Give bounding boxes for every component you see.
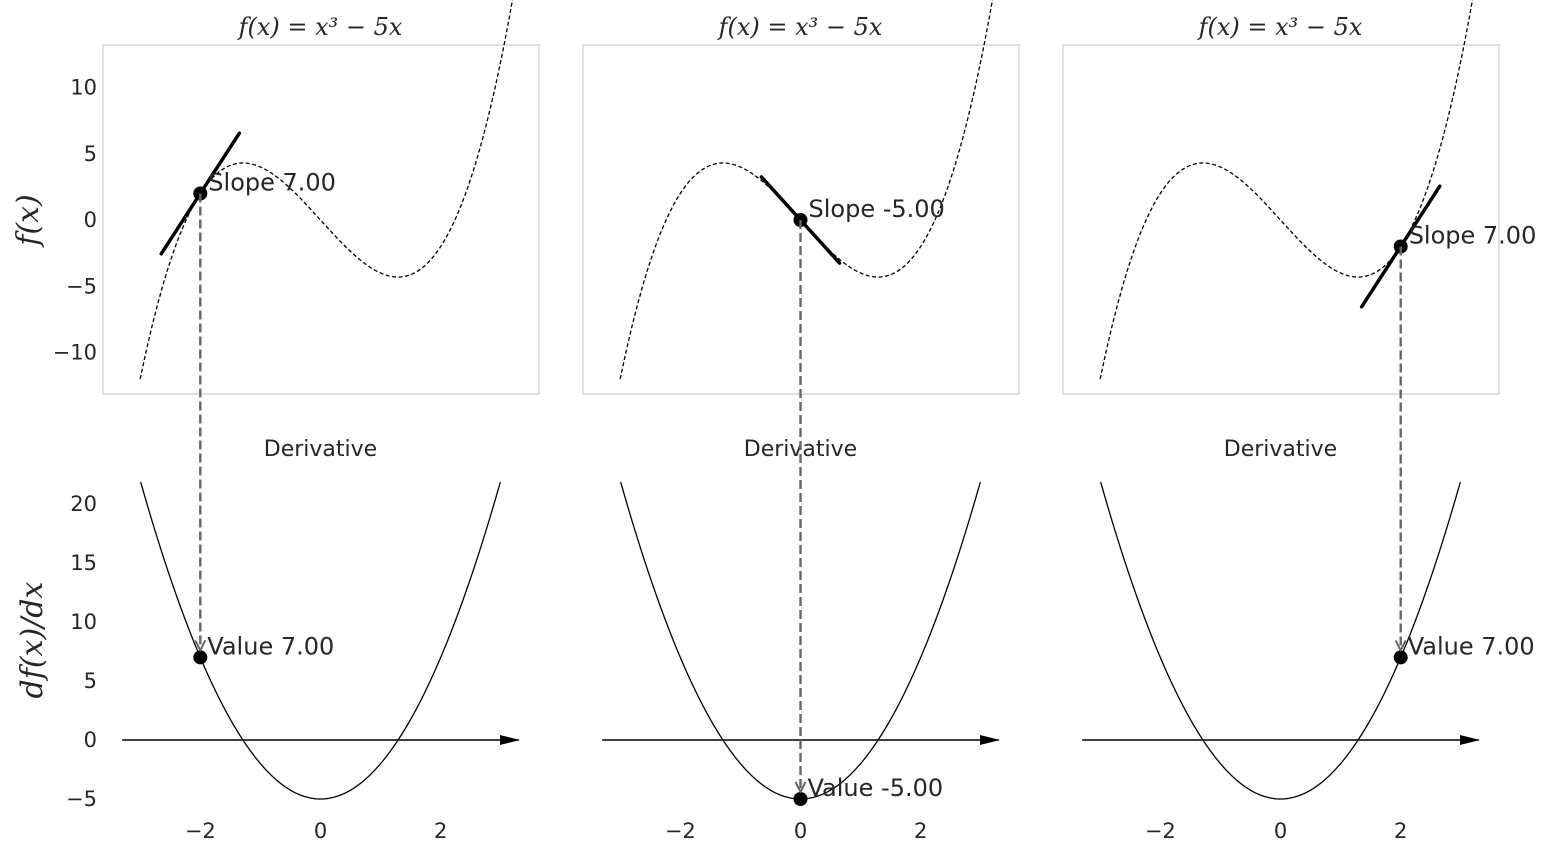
top-ylabel: f(x) <box>11 194 46 247</box>
bottom-xtick-label: 0 <box>314 819 327 843</box>
top-title: f(x) = x³ − 5x <box>237 13 403 41</box>
value-label: Value 7.00 <box>207 632 334 660</box>
value-label: Value 7.00 <box>1408 632 1535 660</box>
bottom-xtick-label: 2 <box>434 819 447 843</box>
top-ytick-label: −5 <box>66 274 97 298</box>
panels-layer: f(x) = x³ − 5x 10 5 0 −5 −10 Slope 7.00 Derivat… <box>53 0 1537 843</box>
row-labels: f(x) df(x)/dx <box>11 194 50 698</box>
bottom-ytick-label: 15 <box>70 551 97 575</box>
top-ytick-label: 10 <box>70 76 97 100</box>
derivative-point <box>1393 650 1408 665</box>
bottom-title: Derivative <box>1224 437 1337 462</box>
top-axes-frame <box>1062 44 1500 395</box>
bottom-xtick-label: 0 <box>794 819 807 843</box>
bottom-title: Derivative <box>264 437 377 462</box>
function-curve <box>1099 0 1474 380</box>
top-title: f(x) = x³ − 5x <box>1197 13 1363 41</box>
derivative-curve <box>1100 481 1461 800</box>
connectors-layer <box>200 193 1400 793</box>
bottom-xtick-label: −2 <box>185 819 216 843</box>
bottom-xtick-label: 2 <box>914 819 927 843</box>
bottom-xtick-label: −2 <box>665 819 696 843</box>
bottom-xtick-label: 0 <box>1274 819 1287 843</box>
bottom-ytick-label: 0 <box>84 728 97 752</box>
top-ytick-label: 5 <box>84 142 97 166</box>
value-label: Value -5.00 <box>808 774 944 802</box>
derivative-point <box>193 650 208 665</box>
top-ytick-label: 0 <box>84 208 97 232</box>
top-axes-frame <box>102 44 540 395</box>
bottom-ytick-label: 20 <box>70 492 97 516</box>
derivative-point <box>793 792 808 806</box>
slope-label: Slope 7.00 <box>1409 222 1537 250</box>
bottom-ytick-label: 5 <box>84 669 97 693</box>
bottom-ytick-label: 10 <box>70 610 97 634</box>
function-curve <box>619 0 994 380</box>
bottom-ytick-label: −5 <box>66 787 97 811</box>
panel-3: f(x) = x³ − 5x Slope 7.00 Derivative −2 0 2 Va… <box>1062 0 1537 843</box>
function-curve <box>139 0 514 380</box>
slope-label: Slope 7.00 <box>208 169 336 197</box>
bottom-ylabel: df(x)/dx <box>15 581 50 698</box>
top-title: f(x) = x³ − 5x <box>717 13 883 41</box>
panel-1: f(x) = x³ − 5x 10 5 0 −5 −10 Slope 7.00 Derivat… <box>53 0 540 843</box>
slope-label: Slope -5.00 <box>809 195 945 223</box>
bottom-xtick-label: −2 <box>1145 819 1176 843</box>
bottom-xtick-label: 2 <box>1394 819 1407 843</box>
top-ytick-label: −10 <box>53 341 97 365</box>
